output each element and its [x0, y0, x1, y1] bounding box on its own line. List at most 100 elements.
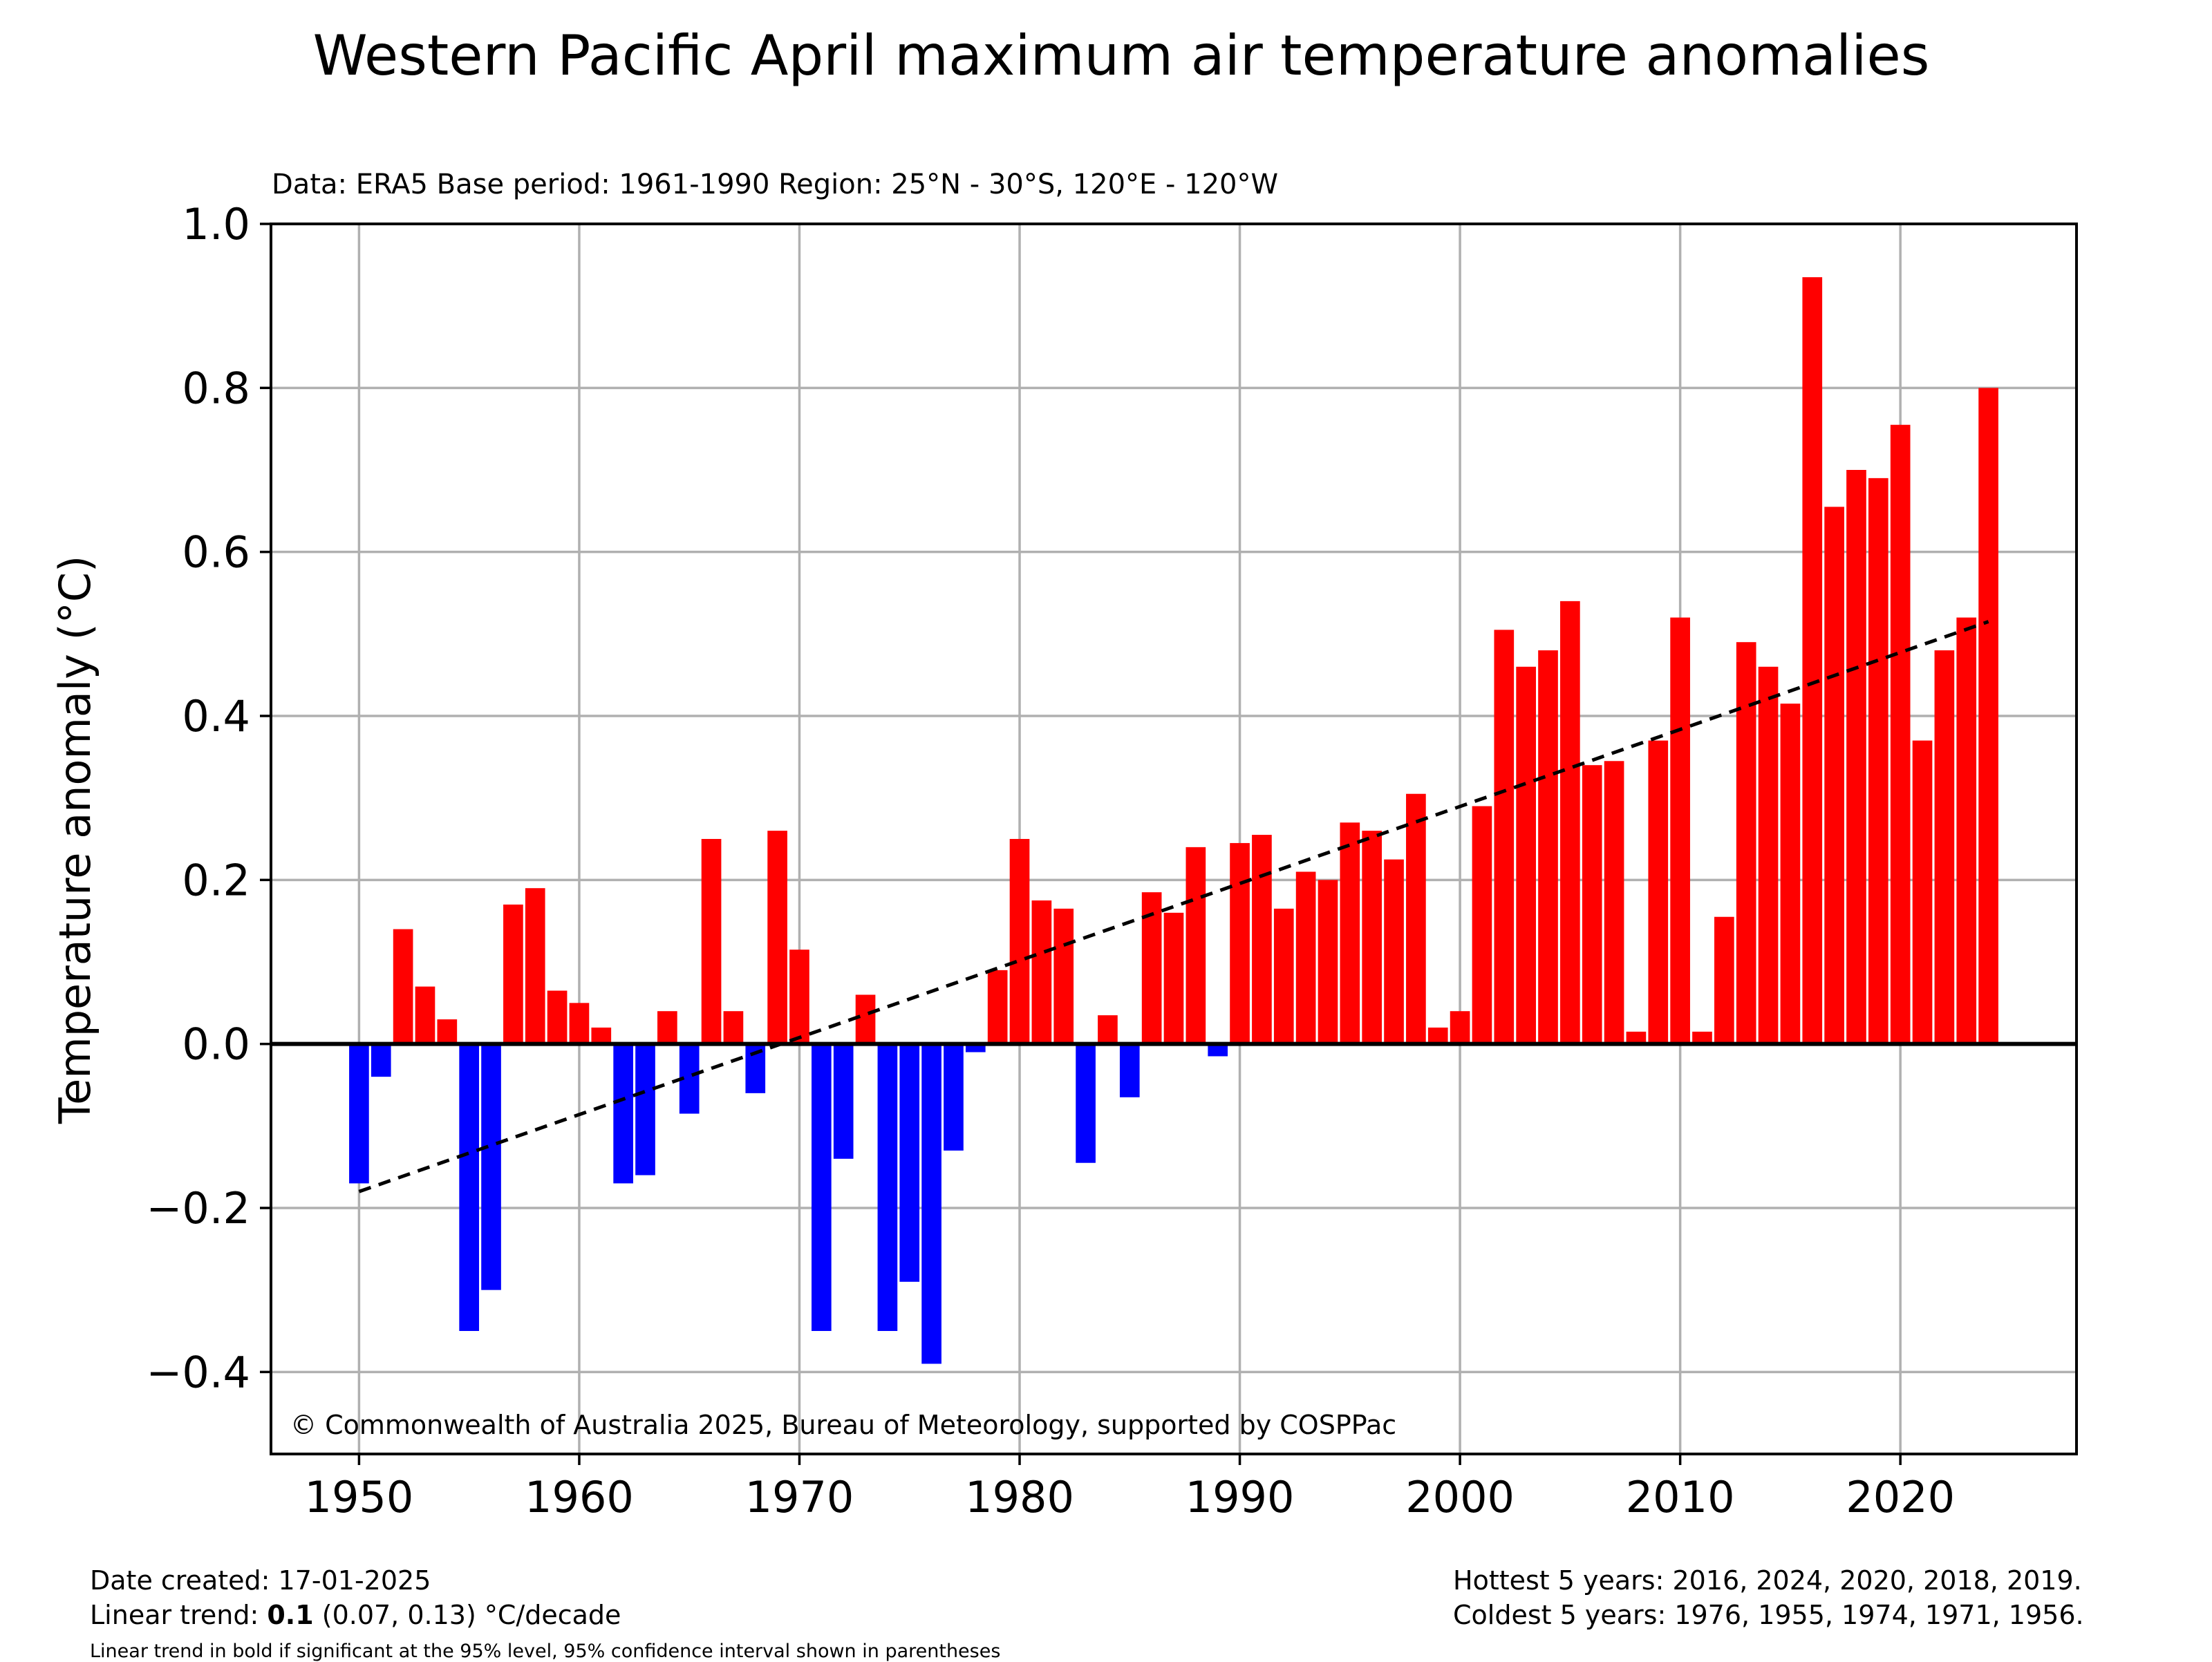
bar — [1912, 740, 1933, 1044]
bar — [1163, 912, 1184, 1044]
bars — [349, 277, 1998, 1364]
bar — [877, 1044, 898, 1331]
x-tick-label: 1970 — [745, 1472, 854, 1522]
bar — [481, 1044, 501, 1290]
bar — [1252, 835, 1272, 1044]
trend-line-group — [358, 620, 1989, 1193]
bar — [855, 994, 876, 1044]
bar — [1978, 388, 1998, 1044]
bar — [1295, 871, 1316, 1044]
bar — [1714, 916, 1734, 1044]
bar — [1956, 617, 1977, 1044]
x-tick-label: 2020 — [1846, 1472, 1955, 1522]
linear-trend: Linear trend: 0.1 (0.07, 0.13) °C/decade — [90, 1598, 621, 1632]
bar — [1053, 908, 1074, 1044]
bar — [1472, 806, 1492, 1044]
x-tick-label: 1950 — [305, 1472, 414, 1522]
bar — [547, 990, 568, 1044]
bar — [899, 1044, 920, 1282]
bar — [1516, 666, 1536, 1044]
y-tick-label: −0.2 — [146, 1183, 250, 1234]
bar — [1031, 900, 1052, 1044]
bar — [1824, 507, 1844, 1044]
bar — [1802, 277, 1823, 1044]
trend-value: 0.1 — [267, 1600, 314, 1630]
bar — [1890, 424, 1911, 1044]
bar — [812, 1044, 832, 1331]
bar — [1868, 478, 1888, 1044]
y-tick-label: 0.0 — [182, 1019, 250, 1070]
bar — [1384, 859, 1404, 1044]
bar — [1670, 617, 1690, 1044]
bar — [1406, 793, 1426, 1044]
x-tick-label: 1990 — [1185, 1472, 1295, 1522]
coldest-years: Coldest 5 years: 1976, 1955, 1974, 1971,… — [1453, 1600, 2084, 1630]
bar — [503, 904, 523, 1044]
plot-frame — [270, 223, 2078, 1455]
x-axis: 1950 1960 1970 1980 1990 2000 2010 2020 — [305, 1454, 1955, 1522]
bar — [1560, 601, 1580, 1044]
bar — [1450, 1011, 1470, 1044]
y-tick-label: 0.4 — [182, 691, 250, 742]
y-tick-label: −0.4 — [146, 1347, 250, 1397]
bar — [1185, 847, 1206, 1044]
bar — [1494, 630, 1515, 1044]
bar — [1427, 1027, 1448, 1044]
chart-subtitle: Data: ERA5 Base period: 1961-1990 Region… — [272, 169, 1278, 200]
bar — [965, 1044, 986, 1052]
bar — [1538, 650, 1558, 1044]
footer-right: Hottest 5 years: 2016, 2024, 2020, 2018,… — [1453, 1563, 2084, 1632]
chart-title: Western Pacific April maximum air temper… — [313, 23, 1930, 88]
bar — [701, 839, 722, 1044]
copyright-annotation: © Commonwealth of Australia 2025, Bureau… — [290, 1410, 1396, 1440]
bar — [1692, 1031, 1712, 1044]
bar — [349, 1044, 369, 1184]
bar — [833, 1044, 854, 1159]
bar — [944, 1044, 964, 1151]
bar — [525, 888, 545, 1044]
y-tick-label: 0.2 — [182, 855, 250, 905]
y-axis: −0.4 −0.2 0.0 0.2 0.4 0.6 0.8 1.0 — [146, 199, 271, 1397]
bar — [987, 970, 1008, 1044]
bar — [371, 1044, 391, 1077]
bar — [1009, 839, 1030, 1044]
bar — [1230, 842, 1250, 1044]
bar — [1208, 1044, 1228, 1057]
x-tick-label: 1980 — [965, 1472, 1074, 1522]
x-tick-label: 2010 — [1626, 1472, 1735, 1522]
bar — [1340, 822, 1360, 1044]
bar — [789, 950, 809, 1044]
bar — [613, 1044, 633, 1184]
bar — [1318, 880, 1338, 1044]
bar — [569, 1003, 590, 1044]
date-created: Date created: 17-01-2025 — [90, 1565, 431, 1596]
x-tick-label: 1960 — [525, 1472, 634, 1522]
bar — [1582, 765, 1602, 1044]
bar — [657, 1011, 677, 1044]
bar — [1273, 908, 1294, 1044]
bar — [1780, 703, 1801, 1044]
y-tick-label: 1.0 — [182, 199, 250, 249]
bar — [393, 929, 413, 1044]
bar — [591, 1027, 612, 1044]
bar — [1098, 1015, 1118, 1044]
trend-line — [358, 620, 1989, 1193]
trend-suffix: (0.07, 0.13) °C/decade — [313, 1600, 621, 1630]
bar — [723, 1011, 744, 1044]
footer-left: Date created: 17-01-2025 Linear trend: 0… — [90, 1563, 621, 1632]
bar — [1758, 666, 1779, 1044]
bar — [1076, 1044, 1096, 1163]
bar — [921, 1044, 941, 1364]
bar — [1846, 470, 1866, 1044]
bar — [635, 1044, 655, 1175]
hottest-years: Hottest 5 years: 2016, 2024, 2020, 2018,… — [1453, 1565, 2082, 1596]
bar — [459, 1044, 480, 1331]
bar — [1119, 1044, 1140, 1097]
x-tick-label: 2000 — [1405, 1472, 1515, 1522]
bar — [1362, 831, 1382, 1044]
trend-prefix: Linear trend: — [90, 1600, 268, 1630]
bar — [767, 831, 787, 1044]
bar — [1626, 1031, 1647, 1044]
bar — [1604, 761, 1624, 1044]
